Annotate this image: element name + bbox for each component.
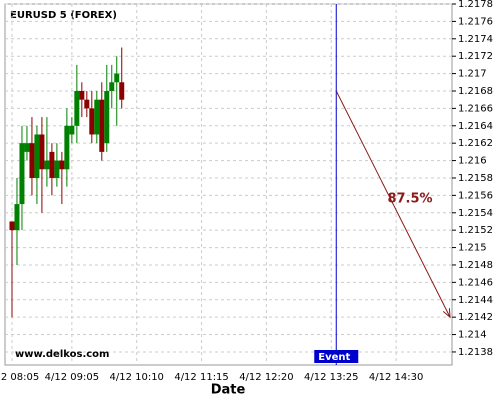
candle-body xyxy=(114,73,120,83)
arrow-label: 87.5% xyxy=(387,192,432,207)
projection-arrow xyxy=(335,90,451,318)
candle-body xyxy=(14,204,20,231)
candle-body xyxy=(19,143,25,205)
x-axis-label: Date xyxy=(211,383,246,398)
y-tick-label: 1.2156 xyxy=(458,190,493,201)
candle-body xyxy=(99,99,105,152)
y-tick-label: 1.2164 xyxy=(458,121,493,132)
y-tick-label: 1.217 xyxy=(458,69,487,80)
candle-body xyxy=(64,125,70,170)
y-tick-label: 1.2144 xyxy=(458,295,493,306)
y-tick-label: 1.2142 xyxy=(458,312,493,323)
event-box xyxy=(314,350,359,363)
watermark: www.delkos.com xyxy=(15,349,109,360)
x-tick-label: 4/12 10:10 xyxy=(109,372,163,383)
y-tick-label: 1.2162 xyxy=(458,138,493,149)
candle-body xyxy=(119,82,125,100)
x-tick-label: 4/12 11:15 xyxy=(174,372,228,383)
candle-body xyxy=(109,82,115,91)
candle-body xyxy=(54,160,60,178)
y-tick-label: 1.2176 xyxy=(458,16,493,27)
candle-body xyxy=(44,160,50,170)
candle-body xyxy=(34,134,40,178)
y-tick-label: 1.2174 xyxy=(458,34,493,45)
candle-body xyxy=(104,90,110,144)
y-tick-label: 1.2154 xyxy=(458,208,493,219)
x-tick-label: 4/12 12:20 xyxy=(239,372,293,383)
y-tick-label: 1.2168 xyxy=(458,86,493,97)
candle-body xyxy=(59,160,65,170)
y-tick-label: 1.215 xyxy=(458,243,487,254)
y-tick-label: 1.2166 xyxy=(458,103,493,114)
candle-body xyxy=(74,90,80,126)
y-tick-label: 1.2172 xyxy=(458,51,493,62)
x-tick-label: 4/12 08:05 xyxy=(0,372,39,383)
x-tick-label: 4/12 14:30 xyxy=(369,372,423,383)
y-tick-label: 1.216 xyxy=(458,156,487,167)
y-tick-label: 1.2138 xyxy=(458,347,493,358)
candle-body xyxy=(24,143,30,152)
x-tick-label: 4/12 13:25 xyxy=(304,372,358,383)
candle-body xyxy=(49,151,55,178)
candle-body xyxy=(94,99,100,135)
event-label: Event xyxy=(318,352,350,363)
x-tick-label: 4/12 09:05 xyxy=(45,372,99,383)
y-tick-label: 1.2152 xyxy=(458,225,493,236)
y-tick-label: 1.214 xyxy=(458,330,487,341)
candle-body xyxy=(69,125,75,135)
chart-title: EURUSD 5 (FOREX) xyxy=(10,10,117,21)
candle-body xyxy=(84,99,90,109)
candle-body xyxy=(89,108,95,135)
y-tick-label: 1.2158 xyxy=(458,173,493,184)
candle-body xyxy=(39,134,45,170)
y-tick-label: 1.2146 xyxy=(458,277,493,288)
y-tick-label: 1.2178 xyxy=(458,0,493,10)
candle-body xyxy=(9,221,15,231)
candle-body xyxy=(29,143,35,178)
candle-body xyxy=(79,90,85,100)
y-tick-label: 1.2148 xyxy=(458,260,493,271)
arrow-head xyxy=(442,308,451,319)
